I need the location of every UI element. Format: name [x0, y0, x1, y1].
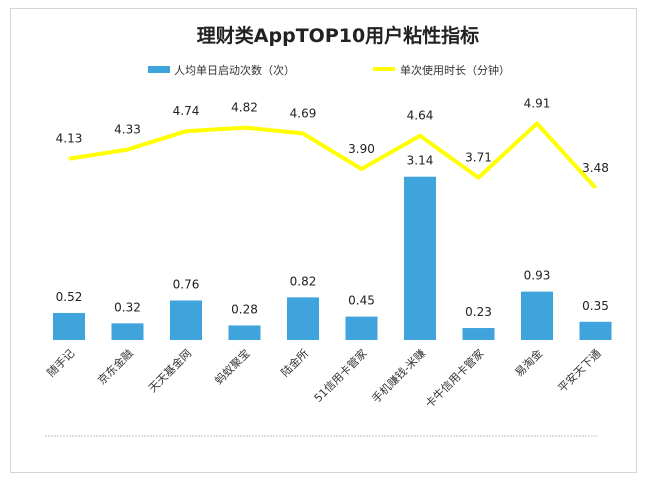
bar-value-label: 0.52	[56, 290, 83, 304]
bar	[345, 316, 378, 340]
bar	[462, 328, 495, 340]
legend-line-label: 单次使用时长（分钟）	[400, 63, 510, 77]
category-labels: 随手记 京东金融 天天基金网 蚂蚁聚宝 陆金所 51信用卡管家 手机赚钱-米赚卡牛信用卡管家…	[44, 346, 604, 410]
chart-title: 理财类AppTOP10用户粘性指标	[197, 24, 479, 47]
bar	[228, 325, 261, 340]
category-label: 陆金所	[278, 346, 311, 379]
line-value-label: 4.69	[290, 106, 317, 120]
category-label: 51信用卡管家	[311, 346, 370, 405]
bar-value-label: 0.76	[173, 277, 200, 291]
category-label: 天天基金网	[145, 346, 194, 395]
bar	[579, 321, 612, 340]
bar-value-label: 0.23	[465, 305, 492, 319]
bar-value-labels: 0.52 0.32 0.76 0.28 0.82 0.45 3.14 0.23 0.93 0.35	[56, 154, 609, 319]
bar-value-label: 0.45	[348, 294, 375, 308]
line-value-label: 4.82	[231, 101, 258, 115]
legend-bar-swatch	[148, 66, 170, 73]
bar-value-label: 3.14	[407, 154, 434, 168]
category-label: 易淘金	[512, 346, 545, 379]
category-label: 手机赚钱-米赚	[369, 346, 428, 405]
category-label: 蚂蚁聚宝	[212, 346, 253, 387]
line-value-label: 3.48	[582, 161, 609, 175]
bar	[53, 312, 85, 340]
line-value-label: 4.33	[114, 123, 141, 137]
bar-value-label: 0.93	[524, 269, 551, 283]
line-value-label: 4.13	[56, 132, 83, 146]
category-label: 卡牛信用卡管家	[422, 346, 486, 410]
legend-line-swatch	[373, 67, 395, 71]
bar	[111, 323, 144, 340]
legend-bar-label: 人均单日启动次数（次）	[174, 63, 295, 77]
bar-value-label: 0.28	[231, 302, 258, 316]
legend: 人均单日启动次数（次） 单次使用时长（分钟）	[148, 63, 510, 77]
chart-frame	[10, 8, 637, 473]
line-value-labels: 4.13 4.33 4.74 4.82 4.69 3.90 4.64 3.71 4.91 3.48	[56, 97, 609, 175]
bar-series	[53, 176, 612, 340]
line-value-label: 3.90	[348, 142, 375, 156]
bar-value-label: 0.82	[290, 274, 317, 288]
bar	[521, 291, 553, 340]
line-series	[68, 121, 597, 190]
bar-value-label: 0.35	[582, 299, 609, 313]
line-value-label: 4.64	[407, 109, 434, 123]
bar	[287, 297, 319, 340]
bar-value-label: 0.32	[114, 300, 141, 314]
line-value-label: 4.74	[173, 104, 200, 118]
line-value-label: 3.71	[465, 151, 492, 165]
category-label: 京东金融	[95, 346, 136, 387]
bar	[170, 300, 202, 340]
category-label: 随手记	[44, 346, 77, 379]
category-label: 平安天下通	[555, 346, 604, 395]
line-value-label: 4.91	[524, 97, 551, 111]
bar	[404, 176, 436, 340]
